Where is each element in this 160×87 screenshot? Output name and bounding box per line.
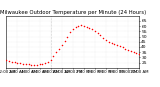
Point xyxy=(33,64,35,65)
Point xyxy=(127,49,129,51)
Point xyxy=(132,52,135,53)
Point xyxy=(88,27,91,29)
Point xyxy=(47,61,49,62)
Point xyxy=(52,56,55,57)
Point xyxy=(110,42,113,44)
Point xyxy=(55,52,57,53)
Point xyxy=(138,54,140,55)
Point xyxy=(119,45,121,47)
Point xyxy=(113,43,116,45)
Point xyxy=(22,63,24,64)
Point xyxy=(58,48,60,50)
Point xyxy=(19,62,21,63)
Point xyxy=(60,44,63,46)
Point xyxy=(5,59,8,60)
Point xyxy=(102,37,104,38)
Point xyxy=(63,40,66,41)
Title: Milwaukee Outdoor Temperature per Minute (24 Hours): Milwaukee Outdoor Temperature per Minute… xyxy=(0,10,146,15)
Point xyxy=(83,25,85,27)
Point xyxy=(72,29,74,30)
Point xyxy=(41,63,44,64)
Point xyxy=(27,63,30,64)
Point xyxy=(44,62,46,63)
Point xyxy=(108,41,110,42)
Point xyxy=(99,35,102,36)
Point xyxy=(49,59,52,60)
Point xyxy=(94,31,96,32)
Point xyxy=(80,24,82,26)
Point xyxy=(130,50,132,52)
Point xyxy=(30,64,33,65)
Point xyxy=(85,26,88,28)
Point xyxy=(38,63,41,64)
Point xyxy=(105,39,107,40)
Point xyxy=(124,48,127,50)
Point xyxy=(69,32,71,33)
Point xyxy=(8,60,10,61)
Point xyxy=(24,63,27,64)
Point xyxy=(121,46,124,48)
Point xyxy=(96,33,99,34)
Point xyxy=(91,29,93,30)
Point xyxy=(74,26,77,28)
Point xyxy=(116,44,118,46)
Point xyxy=(77,25,80,27)
Point xyxy=(13,61,16,62)
Point xyxy=(135,53,138,54)
Point xyxy=(11,61,13,62)
Point xyxy=(66,36,68,37)
Point xyxy=(16,62,19,63)
Point xyxy=(36,64,38,65)
